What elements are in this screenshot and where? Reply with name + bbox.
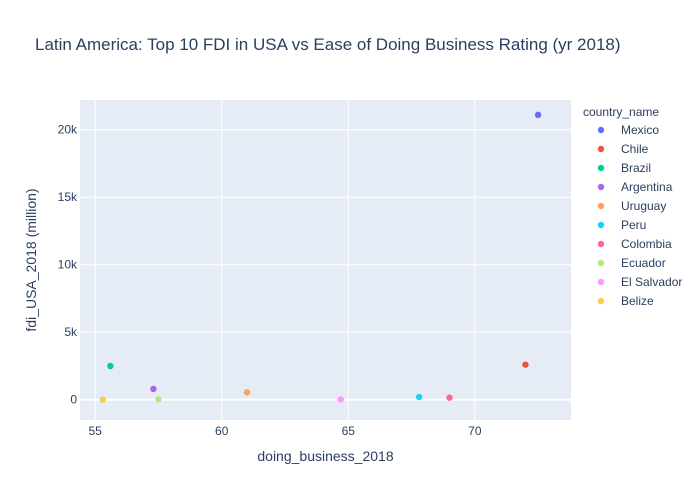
legend-item-ecuador[interactable]: Ecuador xyxy=(621,256,666,270)
data-point-uruguay[interactable] xyxy=(243,389,251,396)
y-tick-label: 15k xyxy=(58,190,78,204)
y-tick-label: 20k xyxy=(58,123,78,137)
legend-item-el-salvador[interactable]: El Salvador xyxy=(621,275,682,289)
legend-item-argentina[interactable]: Argentina xyxy=(621,180,673,194)
gridlines xyxy=(80,100,571,420)
data-point-belize[interactable] xyxy=(99,396,106,403)
legend-marker xyxy=(597,259,605,267)
data-point-el-salvador[interactable] xyxy=(337,396,344,403)
data-point-argentina[interactable] xyxy=(150,385,157,393)
plot-area xyxy=(80,100,571,420)
legend-item-brazil[interactable]: Brazil xyxy=(621,161,651,175)
legend: country_name Mexico Chile Brazil Argentina U… xyxy=(583,105,682,308)
legend-item-colombia[interactable]: Colombia xyxy=(621,237,672,251)
legend-marker xyxy=(597,221,605,229)
data-point-colombia[interactable] xyxy=(446,394,453,401)
legend-marker xyxy=(597,297,605,305)
legend-title: country_name xyxy=(583,105,659,119)
legend-marker xyxy=(597,126,605,134)
legend-item-peru[interactable]: Peru xyxy=(621,218,646,232)
legend-marker xyxy=(597,278,605,286)
legend-marker xyxy=(597,164,605,172)
data-point-ecuador[interactable] xyxy=(155,396,162,403)
legend-marker xyxy=(597,240,605,248)
legend-item-mexico[interactable]: Mexico xyxy=(621,123,659,137)
y-tick-label: 5k xyxy=(64,325,78,339)
legend-item-uruguay[interactable]: Uruguay xyxy=(621,199,666,213)
y-axis-title: fdi_USA_2018 (million) xyxy=(23,188,39,331)
y-tick-label: 0 xyxy=(70,393,77,407)
data-points xyxy=(99,111,542,403)
legend-item-belize[interactable]: Belize xyxy=(621,294,654,308)
x-tick-label: 65 xyxy=(342,424,356,438)
y-tick-label: 10k xyxy=(58,258,78,272)
chart-title: Latin America: Top 10 FDI in USA vs Ease… xyxy=(35,35,621,54)
x-tick-label: 55 xyxy=(89,424,103,438)
legend-item-chile[interactable]: Chile xyxy=(621,142,649,156)
data-point-peru[interactable] xyxy=(415,393,423,401)
x-axis-title: doing_business_2018 xyxy=(257,448,393,464)
data-point-brazil[interactable] xyxy=(107,362,114,370)
data-point-chile[interactable] xyxy=(522,361,529,368)
x-tick-label: 70 xyxy=(468,424,482,438)
legend-marker xyxy=(597,183,605,191)
y-axis-ticks: 0 5k 10k 15k 20k xyxy=(58,123,78,407)
legend-marker xyxy=(597,145,605,153)
x-axis-ticks: 55 60 65 70 xyxy=(89,424,482,438)
data-point-mexico[interactable] xyxy=(534,111,542,119)
x-tick-label: 60 xyxy=(215,424,229,438)
legend-marker xyxy=(597,202,605,210)
